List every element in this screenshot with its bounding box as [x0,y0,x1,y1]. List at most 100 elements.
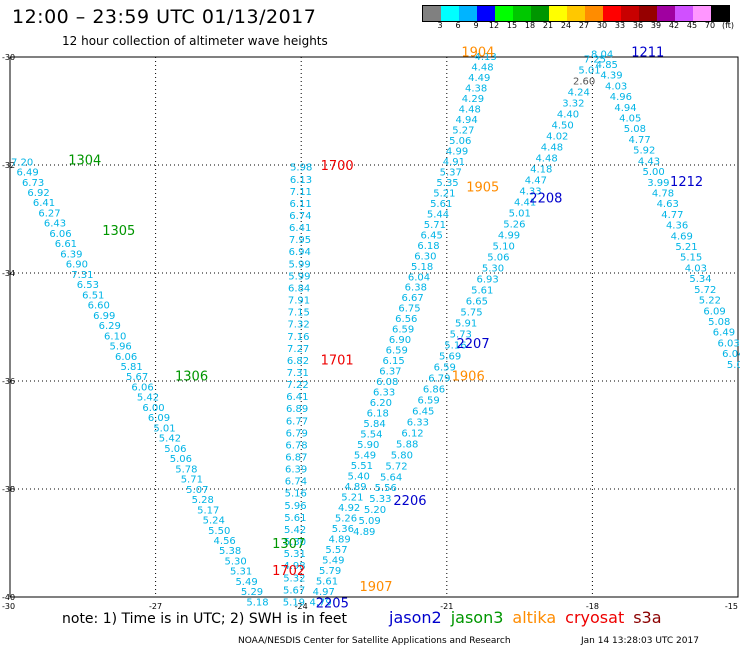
pass-label: 1904 [461,46,494,61]
wave-height-value: 6.09 [148,413,170,424]
wave-height-value: 5.50 [208,526,230,537]
wave-height-value: 7.91 [288,296,310,307]
wave-height-value: 7.16 [287,332,309,343]
lon-tick-label: -18 [586,602,599,611]
wave-height-value: 5.79 [319,566,341,577]
wave-height-value: 5.30 [284,537,306,548]
wave-height-value: 4.97 [313,587,335,598]
legend-jason2: jason2 [389,608,442,627]
wave-height-value: 6.73 [22,178,44,189]
wave-height-value: 4.98 [283,561,305,572]
wave-height-value: 5.67 [126,372,148,383]
wave-height-value: 6.49 [713,328,735,339]
wave-height-value: 7.31 [287,368,309,379]
colorbar-swatch [567,6,585,21]
wave-height-value: 5.35 [436,178,458,189]
wave-height-value: 6.33 [407,417,429,428]
wave-height-value: 4.48 [459,104,481,115]
lat-tick-label: -38 [2,485,15,494]
wave-height-value: 6.86 [423,384,445,395]
wave-height-value: 5.37 [440,167,462,178]
colorbar-label: 36 [632,21,644,30]
wave-height-value: 4.05 [619,114,641,125]
credit-text: NOAA/NESDIS Center for Satellite Applica… [238,636,511,646]
colorbar-label: 42 [668,21,680,30]
wave-height-value: 5.29 [241,587,263,598]
wave-height-colorbar [422,5,730,22]
map-subtitle: 12 hour collection of altimeter wave hei… [62,34,328,48]
wave-height-value: 5.20 [364,505,386,516]
wave-height-value: 5.49 [235,577,257,588]
pass-label: 1907 [359,580,392,595]
colorbar-swatch [513,6,531,21]
colorbar-label: 27 [578,21,590,30]
wave-height-value: 5.18 [246,597,268,608]
wave-height-value: 5.61 [316,576,338,587]
wave-height-value: 4.13 [474,52,496,63]
wave-height-value: 6.59 [392,325,414,336]
wave-height-value: 7.95 [289,235,311,246]
wave-height-value: 5.57 [325,545,347,556]
colorbar-swatch [477,6,495,21]
wave-height-value: 4.49 [468,73,490,84]
wave-height-value: 6.89 [286,404,308,415]
wave-height-value: 6.59 [386,346,408,357]
wave-height-value: 5.01 [153,423,175,434]
lon-tick-label: -15 [725,602,738,611]
colorbar-swatch [657,6,675,21]
wave-height-value: 6.90 [389,335,411,346]
lon-tick-label: -27 [149,602,162,611]
wave-height-value: 6.93 [476,274,498,285]
wave-height-value: 5.54 [360,430,382,441]
lat-tick-label: -40 [2,593,15,602]
wave-height-value: 4.39 [600,71,622,82]
wave-height-value: 5.21 [341,493,363,504]
wave-height-value: 3.32 [562,99,584,110]
wave-height-value: 6.10 [104,331,126,342]
wave-height-value: 5.01 [578,66,600,77]
wave-height-value: 5.04 [727,360,740,371]
wave-height-value: 6.75 [398,304,420,315]
wave-height-value: 4.56 [214,536,236,547]
wave-height-value: 6.06 [131,382,153,393]
wave-height-value: 6.37 [379,367,401,378]
wave-height-value: 6.79 [286,428,308,439]
wave-height-value: 4.85 [596,60,618,71]
wave-height-value: 4.41 [514,198,536,209]
note-text: note: 1) Time is in UTC; 2) SWH is in fe… [62,611,348,627]
wave-height-value: 4.47 [525,176,547,187]
wave-height-value: 5.78 [175,464,197,475]
wave-height-value: 6.08 [376,377,398,388]
colorbar-swatch [675,6,693,21]
wave-height-value: 5.75 [460,307,482,318]
wave-height-value: 4.78 [652,188,674,199]
wave-height-value: 6.67 [402,293,424,304]
wave-height-value: 6.39 [60,249,82,260]
colorbar-swatch [603,6,621,21]
wave-height-value: 4.63 [657,199,679,210]
wave-height-value: 7.22 [286,380,308,391]
wave-height-value: 5.42 [284,525,306,536]
wave-height-value: 5.10 [493,242,515,253]
wave-height-value: 6.59 [434,362,456,373]
wave-height-value: 5.30 [482,263,504,274]
wave-height-value: 5.21 [433,188,455,199]
wave-height-value: 6.79 [428,373,450,384]
pass-label: 1212 [670,175,703,190]
wave-height-value: 6.04 [408,272,430,283]
colorbar-swatch [459,6,477,21]
wave-height-value: 4.79 [309,597,331,608]
wave-height-value: 7.31 [71,270,93,281]
colorbar-label: 39 [650,21,662,30]
wave-height-value: 6.41 [33,198,55,209]
wave-height-value: 6.29 [99,321,121,332]
wave-height-value: 4.48 [535,154,557,165]
wave-height-value: 5.90 [357,440,379,451]
wave-height-value: 5.07 [186,485,208,496]
wave-height-value: 5.71 [424,220,446,231]
colorbar-label: 15 [506,21,518,30]
wave-height-value: 5.28 [192,495,214,506]
pass-label: 1905 [466,181,499,196]
wave-height-value: 6.51 [82,290,104,301]
